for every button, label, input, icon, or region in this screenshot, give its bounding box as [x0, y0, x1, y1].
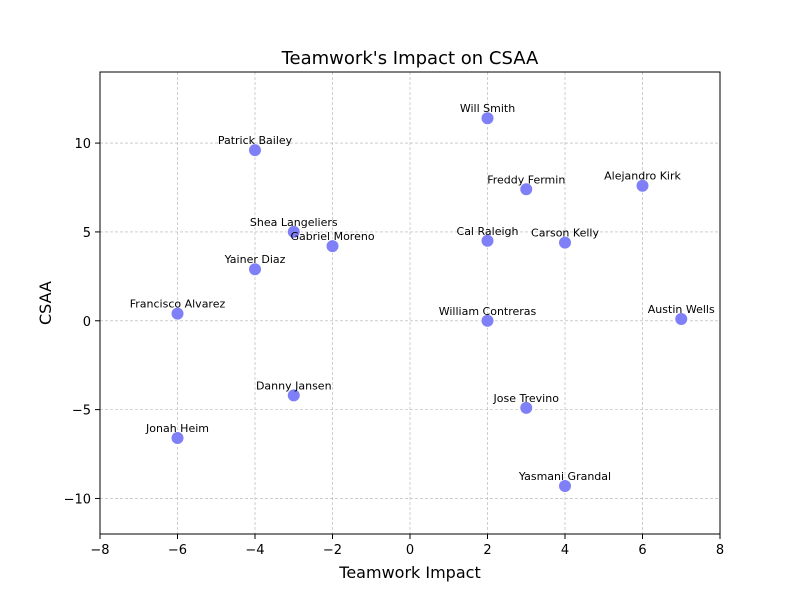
x-axis-label: Teamwork Impact: [338, 563, 480, 582]
x-tick-label: 0: [406, 543, 414, 558]
data-point-label: Yasmani Grandal: [518, 470, 611, 483]
data-point: [286, 388, 301, 403]
y-tick-label: −5: [72, 404, 91, 419]
data-point-label: Yainer Diaz: [224, 253, 286, 266]
y-axis-label: CSAA: [36, 281, 55, 325]
x-axis-ticks: −8 −6 −4 −2 0 2 4 6 8: [90, 534, 724, 558]
data-point: [519, 400, 534, 415]
x-tick-label: −6: [168, 543, 187, 558]
data-point-label: Patrick Bailey: [218, 134, 293, 147]
data-point-label: Freddy Fermin: [487, 173, 565, 186]
data-point-label: Jonah Heim: [145, 422, 209, 435]
y-tick-label: 5: [83, 226, 91, 241]
x-tick-label: 6: [638, 543, 646, 558]
data-point-label: Alejandro Kirk: [604, 170, 681, 183]
x-tick-label: −2: [323, 543, 342, 558]
data-point: [480, 313, 495, 328]
data-point: [248, 143, 262, 158]
data-point: [635, 178, 650, 193]
data-point-label: Carson Kelly: [531, 227, 599, 240]
data-point-label: Jose Trevino: [493, 392, 560, 405]
data-point-label: Will Smith: [460, 102, 515, 115]
data-point-label: Shea Langeliers: [250, 216, 338, 229]
data-point: [325, 239, 340, 254]
data-point: [674, 311, 689, 326]
data-point: [170, 306, 185, 321]
point-labels: Will Smith Patrick Bailey Freddy Fermin Ale…: [130, 102, 715, 483]
data-point: [286, 224, 301, 239]
y-axis-ticks: −10 −5 0 5 10: [64, 137, 100, 507]
data-point-label: Gabriel Moreno: [290, 230, 374, 243]
data-point-label: Danny Jansen: [256, 379, 332, 392]
data-point: [170, 431, 185, 446]
data-point: [480, 111, 495, 126]
x-tick-label: −8: [90, 543, 109, 558]
data-point: [519, 182, 534, 197]
data-point-label: Austin Wells: [648, 303, 715, 316]
data-point: [248, 262, 262, 277]
data-point-label: William Contreras: [439, 305, 537, 318]
data-point: [558, 235, 572, 250]
y-tick-label: −10: [64, 492, 91, 507]
y-tick-label: 0: [83, 315, 91, 330]
x-tick-label: 8: [716, 543, 724, 558]
chart-title: Teamwork's Impact on CSAA: [281, 48, 539, 69]
x-tick-label: 4: [561, 543, 569, 558]
x-tick-label: 2: [483, 543, 491, 558]
data-point-label: Cal Raleigh: [457, 225, 519, 238]
y-tick-label: 10: [74, 137, 91, 152]
data-point: [558, 479, 572, 494]
data-points: [170, 111, 689, 494]
data-point: [480, 233, 495, 248]
data-point-label: Francisco Alvarez: [130, 298, 226, 311]
x-tick-label: −4: [245, 543, 264, 558]
